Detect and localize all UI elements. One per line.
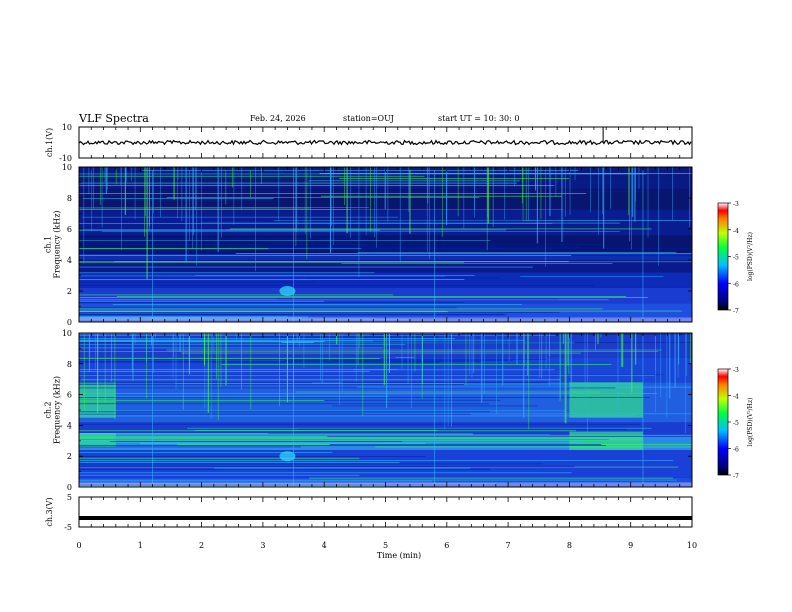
ch2-frequency-tick-label: 4 xyxy=(67,421,72,430)
ch1-y-axis-label: ch.1(V) xyxy=(45,128,54,157)
colorbar-tick-label: -4 xyxy=(733,228,739,235)
ch2-frequency-tick-label: 2 xyxy=(67,452,72,461)
ch1-waveform-line xyxy=(78,139,692,146)
ch2-spectrogram-image xyxy=(79,333,692,487)
colorbar-label: log(PSD)(V²/Hz) xyxy=(747,232,754,281)
frequency-band xyxy=(79,235,692,254)
x-tick-label: 6 xyxy=(444,541,449,550)
x-tick-label: 10 xyxy=(687,541,697,550)
ch1-y-tick-label: 10 xyxy=(62,123,72,132)
ch2-frequency-tick-label: 8 xyxy=(67,360,72,369)
bright-block xyxy=(79,436,643,441)
emission-spot xyxy=(279,286,296,296)
y-axis-label: Frequency (kHz) xyxy=(53,210,62,278)
ch2-colorbar xyxy=(717,368,729,476)
emission-spot xyxy=(279,451,296,462)
x-tick-label: 5 xyxy=(383,541,388,550)
y-axis-label: ch.1 xyxy=(44,236,53,253)
ch1-frequency-tick-label: 6 xyxy=(67,225,72,234)
y-axis-label: ch.3(V) xyxy=(45,497,54,526)
colorbar-label: log(PSD)(V²/Hz) xyxy=(747,398,754,447)
ch2-frequency-tick-label: 10 xyxy=(62,329,72,338)
frequency-band xyxy=(79,253,692,260)
ch3-y-tick-label: 5 xyxy=(67,493,72,502)
colorbar-tick-label: -6 xyxy=(733,447,739,454)
x-tick-label: 7 xyxy=(506,541,511,550)
colorbar-tick-label: -7 xyxy=(733,473,739,480)
ch3-waveform-line xyxy=(79,516,692,520)
ch3-y-tick-label: -5 xyxy=(64,523,72,532)
x-tick-label: 4 xyxy=(322,541,327,550)
ch2-frequency-tick-label: 0 xyxy=(67,483,72,492)
x-tick-label: 2 xyxy=(199,541,204,550)
colorbar-tick-label: -4 xyxy=(733,394,739,401)
header-start-time: start UT = 10: 30: 0 xyxy=(438,114,520,123)
ch2-spectrogram-y-label: ch.2 Frequency (kHz) xyxy=(44,376,62,444)
x-axis-label: Time (min) xyxy=(377,551,421,560)
figure-title: VLF Spectra xyxy=(79,112,149,125)
ch1-spectrogram-image xyxy=(79,167,692,322)
frequency-band xyxy=(79,287,692,304)
ch1-spectrogram-y-label: ch.1 Frequency (kHz) xyxy=(44,210,62,278)
colorbar-tick-label: -3 xyxy=(733,367,739,374)
ch1-frequency-tick-label: 8 xyxy=(67,194,72,203)
ch1-frequency-tick-label: 4 xyxy=(67,256,72,265)
colorbar-tick-label: -5 xyxy=(733,420,739,427)
x-tick-label: 9 xyxy=(628,541,633,550)
ch3-y-axis-label: ch.3(V) xyxy=(45,497,54,526)
colorbar-tick-label: -5 xyxy=(733,255,739,262)
ch1-colorbar xyxy=(717,202,729,311)
panels-layer xyxy=(78,126,731,528)
colorbar-tick-label: -7 xyxy=(733,308,739,315)
x-tick-label: 8 xyxy=(567,541,572,550)
ch1-frequency-tick-label: 0 xyxy=(67,318,72,327)
ch1-frequency-tick-label: 2 xyxy=(67,287,72,296)
y-axis-label: Frequency (kHz) xyxy=(53,376,62,444)
x-tick-label: 3 xyxy=(260,541,265,550)
colorbar-tick-label: -3 xyxy=(733,201,739,208)
header-station: station=OUJ xyxy=(343,114,394,123)
x-tick-label: 0 xyxy=(76,541,81,550)
x-tick-label: 1 xyxy=(138,541,143,550)
ch2-frequency-tick-label: 6 xyxy=(67,391,72,400)
ch1-y-tick-label: -10 xyxy=(59,154,72,163)
colorbar-tick-label: -6 xyxy=(733,281,739,288)
y-axis-label: ch.2 xyxy=(44,401,53,418)
ch1-frequency-tick-label: 10 xyxy=(62,163,72,172)
header-date: Feb. 24, 2026 xyxy=(250,114,306,123)
y-axis-label: ch.1(V) xyxy=(45,128,54,157)
